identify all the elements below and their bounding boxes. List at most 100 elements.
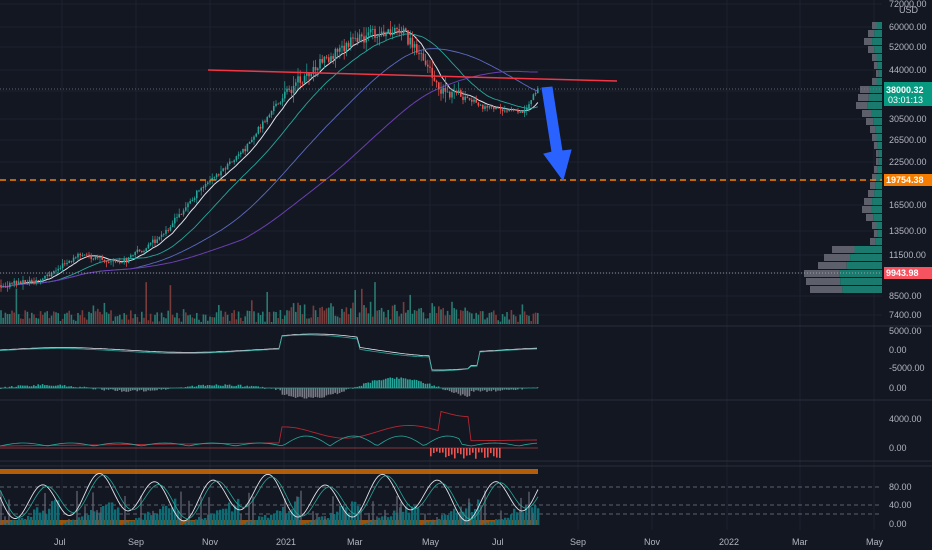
indicator-bar-red (481, 448, 483, 453)
histogram-bar (312, 388, 314, 398)
candle-body (160, 234, 163, 238)
candle-body (299, 76, 301, 83)
candle-body (308, 73, 310, 77)
candle-body (361, 34, 363, 37)
candle-body (207, 182, 209, 184)
candle-body (303, 75, 306, 83)
stochastic-fill (255, 520, 258, 525)
histogram-bar (481, 388, 484, 391)
volume-bar (385, 317, 387, 324)
candle-body (171, 223, 174, 228)
volume-bar (55, 312, 57, 324)
indicator-bar-red (499, 448, 501, 458)
histogram-bar (200, 385, 202, 388)
histogram-bar (391, 377, 394, 388)
volume-bar (449, 314, 451, 324)
stochastic-fill (150, 515, 153, 525)
volume-bar (160, 312, 163, 324)
volume-bar (92, 305, 95, 324)
forecast-arrow[interactable] (541, 86, 572, 182)
volume-bar (6, 314, 9, 324)
volume-bar (519, 314, 521, 324)
histogram-bar (33, 385, 35, 388)
histogram-bar (30, 386, 33, 388)
indicator-bar-red (475, 448, 477, 459)
stochastic-bar (180, 491, 182, 525)
time-tick-label: 2022 (719, 537, 739, 547)
candle-body (127, 257, 130, 263)
stochastic-fill (486, 522, 489, 525)
stochastic-fill (516, 512, 519, 525)
price-tick-label: 13500.00 (889, 226, 927, 236)
volume-profile-bar (872, 78, 877, 85)
indicator-bar-red (490, 448, 492, 454)
stochastic-fill (135, 518, 138, 525)
volume-bar (81, 310, 84, 324)
candle-body (314, 66, 317, 71)
candle-body (31, 280, 33, 282)
indicator-bar-red (496, 448, 498, 458)
candle-body (187, 203, 189, 208)
histogram-bar (453, 388, 455, 393)
histogram-bar (235, 385, 237, 388)
time-axis[interactable]: Jul Sep Nov 2021 Mar May Jul Sep Nov 2022 Mar May (54, 537, 884, 547)
candle-body (193, 198, 196, 200)
histogram-bar (466, 388, 468, 397)
stochastic-bar (76, 490, 78, 525)
histogram-bar (123, 388, 125, 392)
histogram-bar (371, 380, 374, 388)
candle-body (209, 180, 211, 183)
volume-profile-bar (806, 278, 841, 285)
volume-bar (521, 304, 524, 324)
volume-profile-bar (864, 38, 873, 45)
volume-bar (209, 316, 211, 324)
histogram-bar (195, 386, 198, 388)
candle-body (306, 73, 308, 76)
volume-bar (255, 321, 257, 324)
volume-profile-bar (876, 78, 882, 85)
candle-body (334, 48, 337, 59)
volume-profile-bar (824, 254, 851, 261)
histogram-bar (398, 378, 400, 388)
stochastic-fill (42, 510, 45, 525)
stochastic-bar (372, 501, 374, 525)
stochastic-fill (201, 518, 204, 525)
indicator-tick-label: 0.00 (889, 443, 907, 453)
stochastic-fill (165, 505, 168, 525)
stochastic-fill (249, 520, 252, 525)
candle-body (517, 110, 519, 113)
histogram-bar (477, 388, 479, 391)
volume-bar (158, 321, 161, 324)
candle-body (55, 270, 57, 272)
volume-bar (526, 314, 528, 324)
volume-bar (301, 314, 304, 324)
histogram-bar (125, 388, 127, 392)
candle-body (180, 214, 183, 215)
candle-body (262, 121, 264, 129)
histogram-bar (134, 388, 136, 391)
volume-bar (11, 310, 13, 324)
volume-profile-bar (868, 30, 875, 37)
stochastic-fill (138, 517, 141, 525)
volume-bar (471, 313, 473, 324)
price-axis[interactable]: 72000.00 60000.00 52000.00 44000.00 30500.00… (889, 0, 927, 529)
candle-body (83, 254, 86, 256)
volume-bar (391, 305, 394, 324)
stochastic-bar (84, 506, 86, 525)
volume-bar (20, 318, 22, 324)
volume-profile-bar (862, 110, 871, 117)
stochastic-bar (384, 509, 386, 525)
histogram-bar (426, 383, 429, 388)
volume-bar (61, 318, 64, 324)
candle-body (358, 34, 361, 43)
candle-body (279, 102, 282, 104)
histogram-bar (420, 381, 422, 388)
candle-body (123, 258, 125, 263)
resistance-trendline[interactable] (207, 69, 618, 82)
indicator-bar-red (451, 448, 453, 455)
histogram-bar (323, 388, 325, 398)
volume-bar (103, 302, 106, 324)
volume-bar (174, 317, 176, 324)
volume-profile-bar (868, 46, 875, 53)
